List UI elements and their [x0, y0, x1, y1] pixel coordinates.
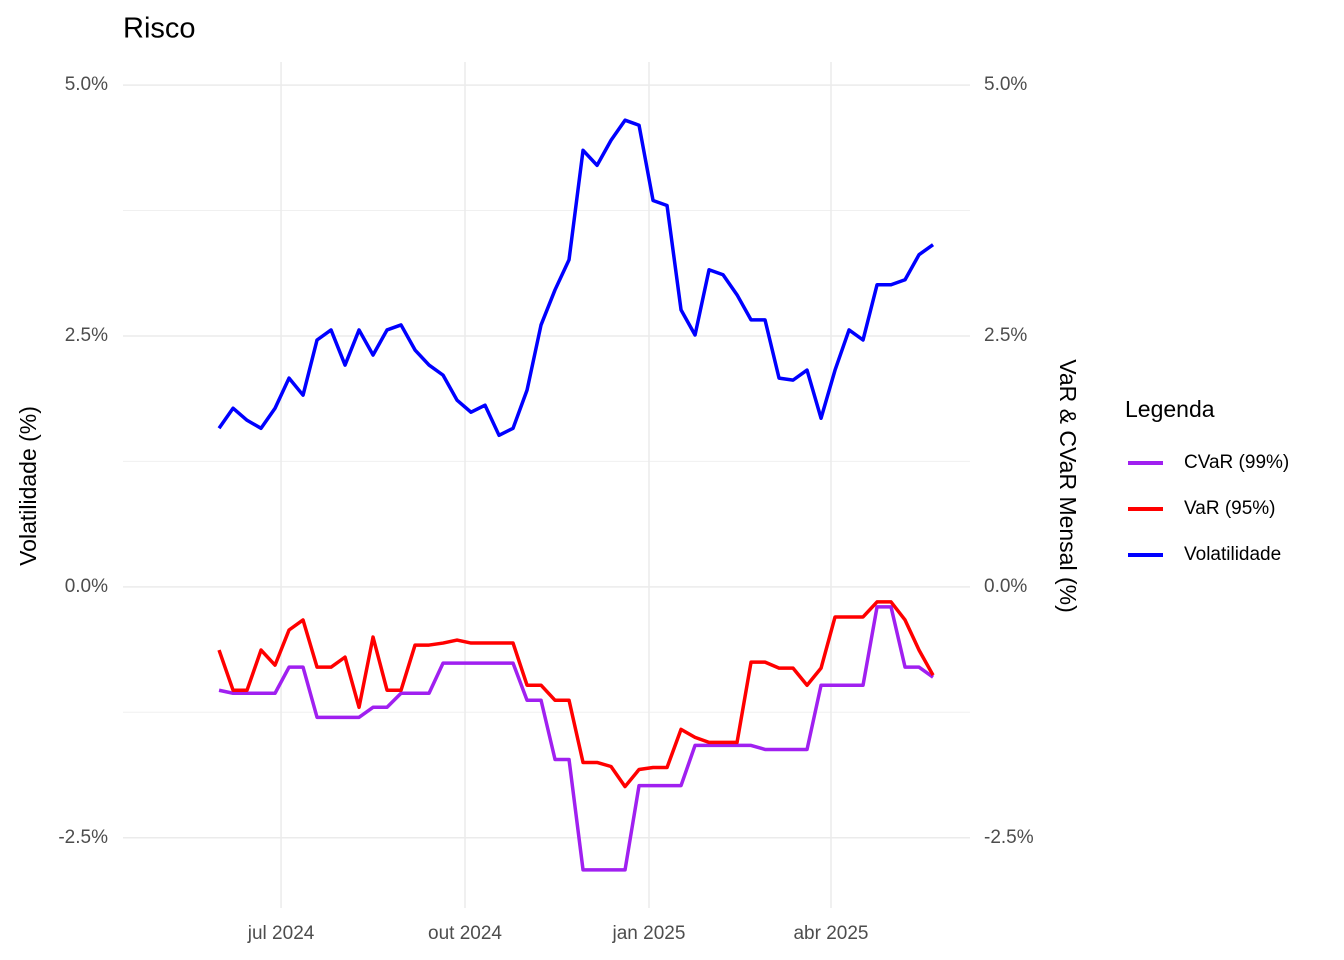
chart-title: Risco [123, 13, 196, 45]
series-line [217, 118, 935, 438]
y2-tick-label: 0.0% [984, 576, 1027, 597]
series-line [218, 605, 935, 872]
y-tick-label: 0.0% [65, 576, 108, 597]
legend-title: Legenda [1125, 396, 1215, 422]
x-tick-label: abr 2025 [793, 923, 868, 944]
y-axis-title: Volatilidade (%) [15, 406, 41, 566]
y-tick-label: 5.0% [65, 74, 108, 95]
legend-label: CVaR (99%) [1184, 452, 1289, 473]
legend-label: VaR (95%) [1184, 498, 1276, 519]
y-tick-label: -2.5% [58, 827, 108, 848]
x-tick-label: jul 2024 [247, 923, 315, 944]
x-tick-label: jan 2025 [612, 923, 686, 944]
y2-axis-title: VaR & CVaR Mensal (%) [1055, 359, 1081, 613]
y2-tick-label: 2.5% [984, 325, 1027, 346]
legend-label: Volatilidade [1184, 544, 1281, 565]
x-tick-label: out 2024 [428, 923, 502, 944]
y-tick-label: 2.5% [65, 325, 108, 346]
y2-tick-label: 5.0% [984, 74, 1027, 95]
series-line [217, 600, 935, 789]
y2-tick-label: -2.5% [984, 827, 1034, 848]
